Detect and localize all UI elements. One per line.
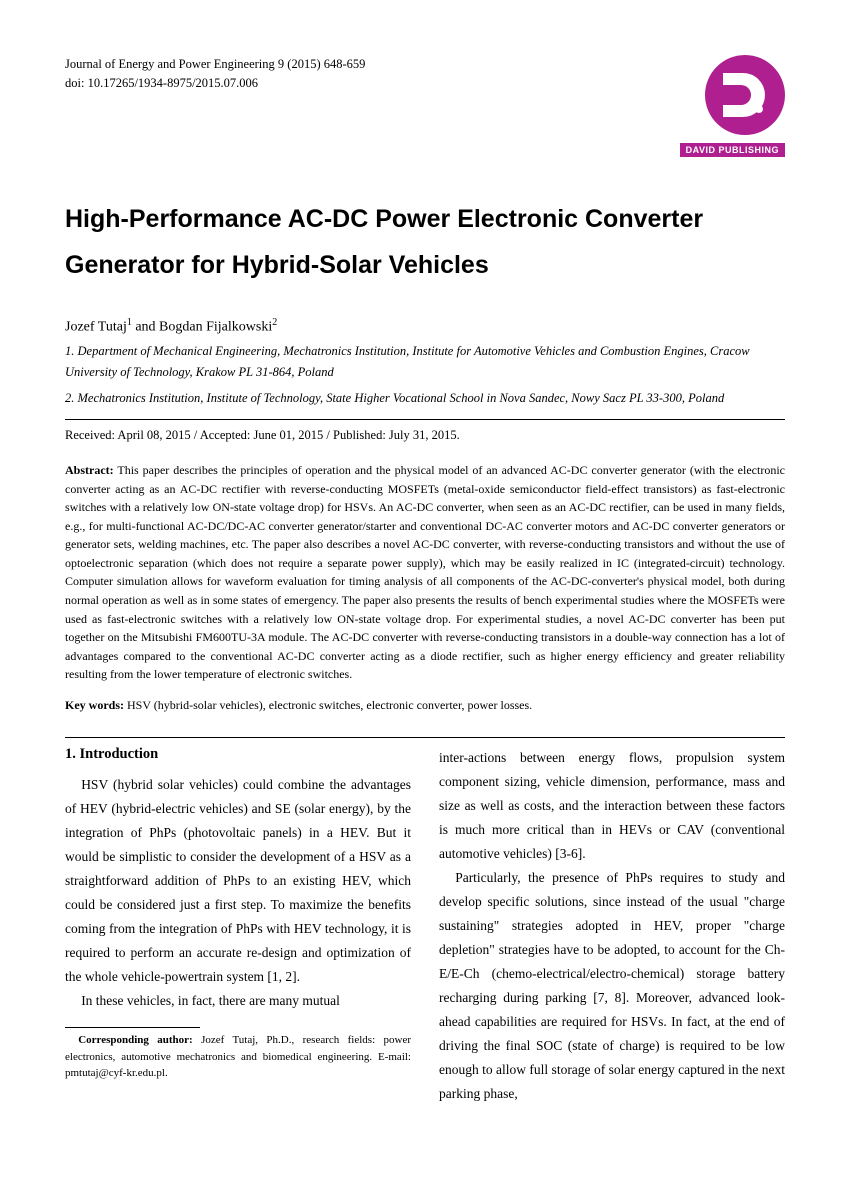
- paper-dates: Received: April 08, 2015 / Accepted: Jun…: [65, 428, 785, 443]
- divider: [65, 737, 785, 738]
- publisher-logo-icon: [705, 55, 785, 135]
- journal-info: Journal of Energy and Power Engineering …: [65, 55, 365, 93]
- doi-line: doi: 10.17265/1934-8975/2015.07.006: [65, 74, 365, 93]
- section-heading: 1. Introduction: [65, 746, 411, 763]
- keywords-text: HSV (hybrid-solar vehicles), electronic …: [127, 698, 532, 712]
- column-left: 1. Introduction HSV (hybrid solar vehicl…: [65, 746, 411, 1106]
- column-right: inter-actions between energy flows, prop…: [439, 746, 785, 1106]
- abstract-label: Abstract:: [65, 463, 114, 477]
- paragraph: In these vehicles, in fact, there are ma…: [65, 989, 411, 1013]
- authors: Jozef Tutaj1 and Bogdan Fijalkowski2: [65, 317, 785, 336]
- keywords-label: Key words:: [65, 698, 124, 712]
- paragraph: HSV (hybrid solar vehicles) could combin…: [65, 773, 411, 989]
- abstract: Abstract: This paper describes the princ…: [65, 461, 785, 684]
- publisher-label: DAVID PUBLISHING: [680, 143, 785, 157]
- journal-line: Journal of Energy and Power Engineering …: [65, 55, 365, 74]
- body-text-right: inter-actions between energy flows, prop…: [439, 746, 785, 1106]
- divider: [65, 419, 785, 420]
- page-header: Journal of Energy and Power Engineering …: [65, 55, 785, 158]
- footnote-label: Corresponding author:: [78, 1034, 193, 1046]
- abstract-text: This paper describes the principles of o…: [65, 463, 785, 682]
- paragraph: Particularly, the presence of PhPs requi…: [439, 866, 785, 1106]
- affiliation-2: 2. Mechatronics Institution, Institute o…: [65, 388, 785, 409]
- body-text-left: HSV (hybrid solar vehicles) could combin…: [65, 773, 411, 1013]
- corresponding-author-footnote: Corresponding author: Jozef Tutaj, Ph.D.…: [65, 1032, 411, 1082]
- publisher-logo: DAVID PUBLISHING: [680, 55, 785, 158]
- body-columns: 1. Introduction HSV (hybrid solar vehicl…: [65, 746, 785, 1106]
- paper-title: High-Performance AC-DC Power Electronic …: [65, 196, 785, 289]
- footnote-divider: [65, 1027, 200, 1028]
- paragraph: inter-actions between energy flows, prop…: [439, 746, 785, 866]
- affiliation-1: 1. Department of Mechanical Engineering,…: [65, 341, 785, 384]
- keywords: Key words: HSV (hybrid-solar vehicles), …: [65, 698, 785, 713]
